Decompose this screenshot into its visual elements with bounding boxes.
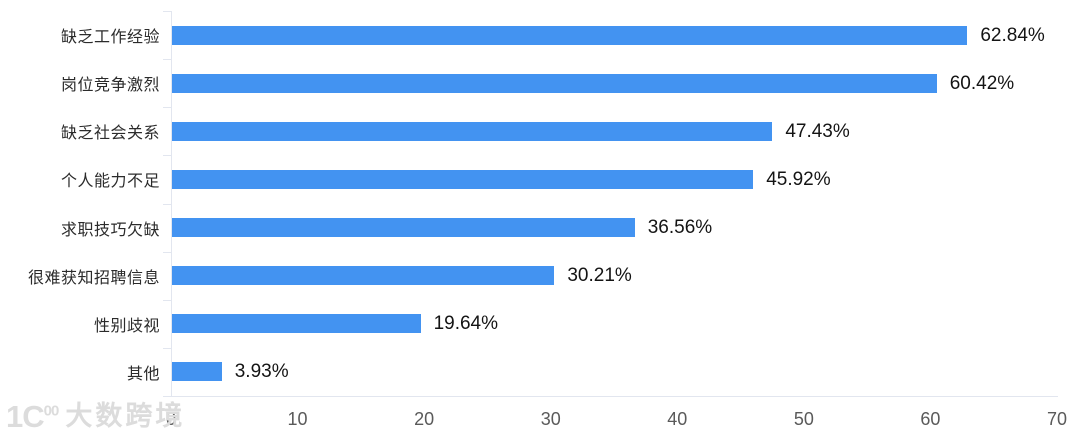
x-axis-tick-label: 20 [414, 409, 435, 429]
bar-row: 47.43% [172, 107, 1058, 155]
y-axis-tick [163, 396, 171, 397]
category-label: 个人能力不足 [60, 173, 160, 191]
y-axis-tick [163, 347, 171, 349]
watermark: 1Ϲ00 大数跨境 [6, 401, 185, 432]
bar-value-label: 19.64% [433, 313, 499, 335]
y-axis-tick [163, 251, 171, 253]
bar-row: 62.84% [172, 11, 1058, 59]
bar-row: 3.93% [172, 348, 1058, 396]
x-axis-tick-label: 40 [667, 409, 688, 429]
watermark-logo-icon: 1Ϲ00 [6, 399, 59, 434]
category-label: 缺乏社会关系 [60, 125, 160, 143]
x-axis-tick-label: 10 [287, 409, 308, 429]
y-axis-tick [163, 155, 171, 157]
bar [172, 73, 937, 93]
bar-value-label: 3.93% [234, 361, 289, 383]
bar [172, 362, 222, 382]
bar-value-label: 60.42% [949, 72, 1015, 94]
bar [172, 25, 968, 45]
category-label: 岗位竞争激烈 [60, 77, 160, 95]
bar [172, 266, 555, 286]
bar [172, 218, 635, 238]
category-label: 缺乏工作经验 [60, 29, 160, 47]
x-axis-tick-label: 50 [793, 409, 814, 429]
category-label: 性别歧视 [93, 317, 160, 335]
category-label: 很难获知招聘信息 [27, 269, 160, 287]
y-axis-tick [163, 299, 171, 301]
y-axis-tick [163, 59, 171, 61]
plot-area: 62.84% 60.42% 47.43% 45.92% 36.56% 30.21% 19.6… [171, 11, 1058, 397]
bar-row: 36.56% [172, 204, 1058, 252]
bar [172, 121, 773, 141]
bar-value-label: 47.43% [785, 120, 850, 142]
bar-row: 19.64% [172, 300, 1058, 348]
bar [172, 314, 421, 334]
bar-value-label: 30.21% [567, 265, 632, 287]
y-axis-tick [163, 107, 171, 109]
x-axis-tick-label: 60 [920, 409, 941, 429]
y-axis-tick [163, 11, 171, 12]
bar-row: 60.42% [172, 59, 1058, 107]
x-axis-tick-label: 30 [540, 409, 561, 429]
category-label: 求职技巧欠缺 [60, 221, 160, 239]
category-label: 其他 [126, 365, 160, 383]
y-axis-category-labels: 缺乏工作经验 岗位竞争激烈 缺乏社会关系 个人能力不足 求职技巧欠缺很难获知招聘信息性别… [0, 11, 160, 396]
bar-value-label: 45.92% [766, 168, 831, 190]
x-axis-tick-label: 70 [1046, 409, 1068, 429]
x-axis-tick-label: 0 [165, 409, 177, 429]
x-axis-tick-labels: 0 10 20 30 40 50 60 70 [166, 407, 1067, 431]
bar-value-label: 62.84% [980, 24, 1045, 46]
bar-value-label: 36.56% [647, 217, 713, 239]
bar-row: 30.21% [172, 252, 1058, 300]
bar-row: 45.92% [172, 155, 1058, 203]
y-axis-tick [163, 203, 171, 205]
bar [172, 169, 754, 189]
